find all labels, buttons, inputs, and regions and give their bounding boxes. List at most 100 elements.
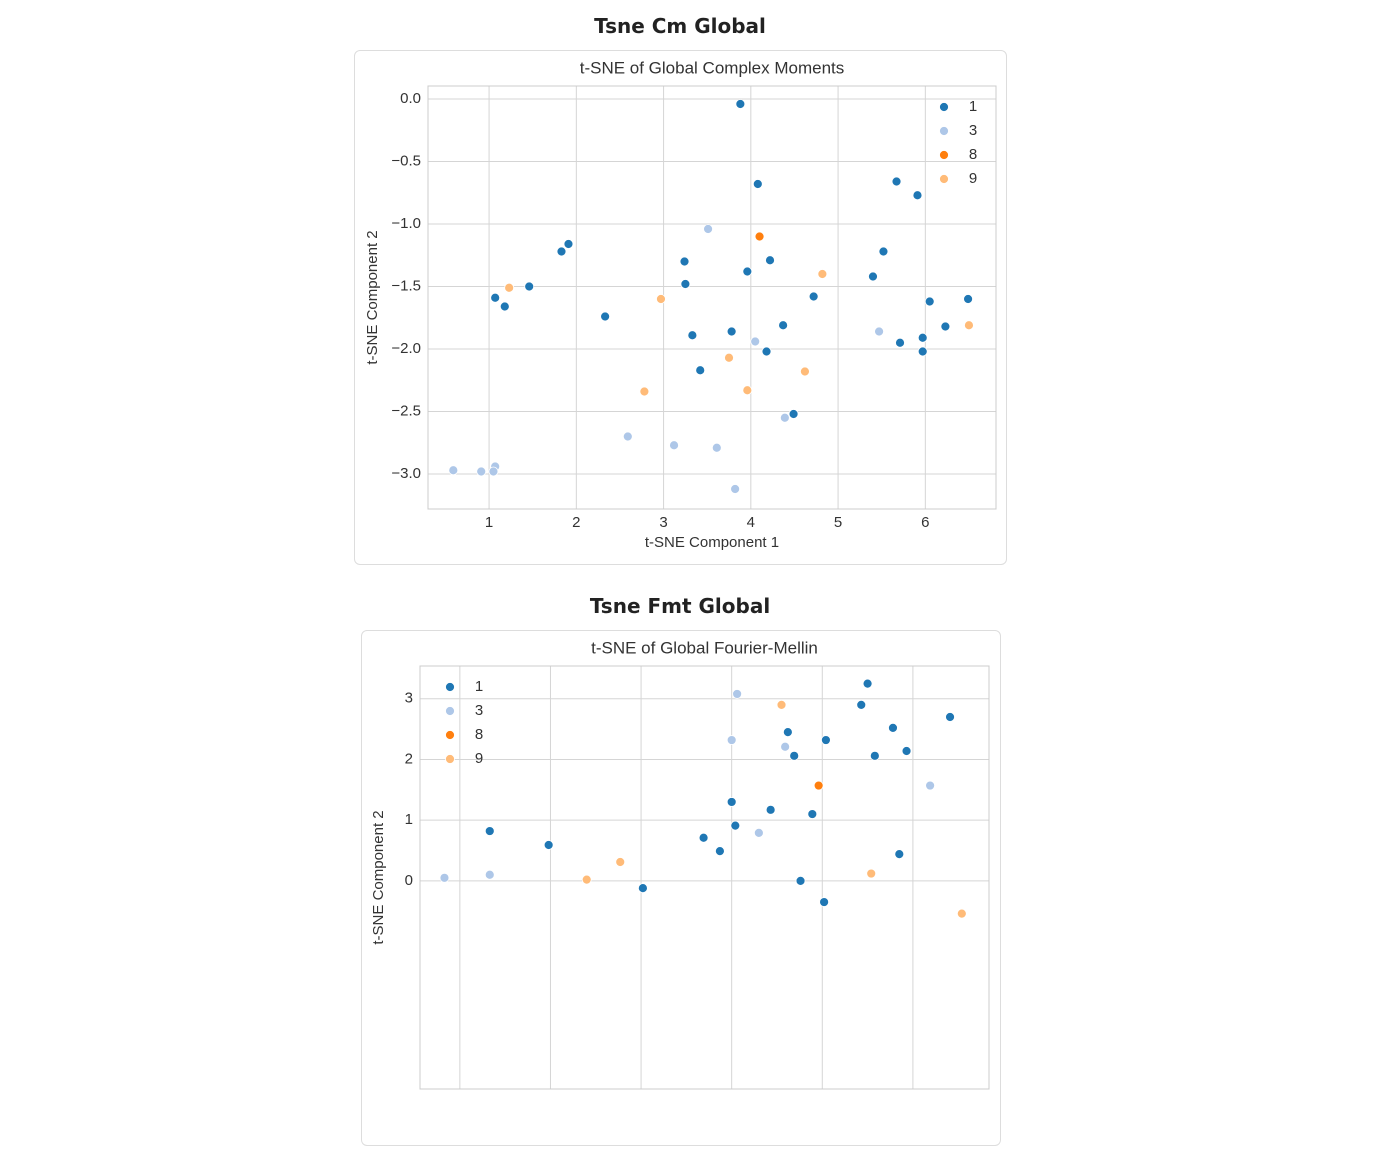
data-point (917, 332, 928, 343)
data-point (439, 872, 450, 883)
data-point (484, 869, 495, 880)
legend-marker (445, 706, 455, 716)
data-point (726, 735, 737, 745)
data-point (789, 750, 800, 761)
data-point (715, 846, 725, 857)
data-point (730, 484, 741, 494)
data-point (895, 337, 905, 348)
x-tick-label: 2 (572, 514, 580, 531)
data-point (813, 780, 824, 791)
legend-label: 9 (969, 170, 977, 187)
y-axis-label: t-SNE Component 2 (370, 810, 387, 944)
data-point (543, 840, 554, 850)
data-point (615, 857, 626, 867)
data-point (448, 465, 459, 476)
data-point (726, 326, 737, 337)
data-point (742, 266, 753, 277)
x-tick-label: 3 (659, 514, 667, 531)
plot-frame (427, 85, 997, 510)
y-tick-label: 1 (405, 811, 413, 828)
y-tick-label: −3.0 (391, 465, 421, 482)
data-point (924, 296, 935, 307)
legend-label: 1 (969, 98, 977, 115)
y-tick-label: 0 (405, 872, 413, 889)
data-point (504, 282, 515, 293)
y-tick-label: −1.5 (391, 277, 421, 294)
data-point (622, 431, 633, 442)
y-tick-label: −2.5 (391, 402, 421, 419)
legend-marker (939, 126, 949, 136)
data-point (754, 231, 765, 242)
data-point (874, 326, 884, 337)
data-point (963, 294, 973, 304)
legend-marker (445, 754, 455, 764)
legend-label: 3 (969, 122, 977, 139)
data-point (776, 699, 787, 710)
data-point (698, 832, 709, 843)
data-point (800, 366, 810, 377)
data-point (476, 466, 487, 477)
data-point (878, 246, 889, 257)
legend-marker (939, 150, 949, 160)
data-point (581, 874, 592, 885)
data-point (782, 727, 793, 738)
data-point (600, 311, 611, 322)
data-point (524, 281, 535, 292)
data-point (499, 301, 510, 312)
data-point (901, 746, 912, 756)
data-point (862, 678, 873, 689)
legend-label: 8 (969, 146, 977, 163)
data-point (964, 320, 974, 331)
section-heading: Tsne Fmt Global (589, 594, 771, 618)
data-point (866, 868, 877, 879)
chart: 1 2 3 4 5 6 0.0 −0.5 −1.0 −1.5 −2.0 −2.5 −3.0 t-SNE o… (364, 58, 997, 551)
chart-card: 0 1 2 3 t-SNE of Global Fourier-Mellin t-SNE … (361, 630, 1001, 1146)
data-point (917, 346, 928, 357)
chart: 0 1 2 3 t-SNE of Global Fourier-Mellin t-SNE … (370, 638, 990, 1090)
data-point (945, 712, 955, 722)
data-point (819, 897, 829, 907)
data-point (484, 826, 495, 836)
legend-label: 3 (475, 702, 483, 719)
chart-card: 1 2 3 4 5 6 0.0 −0.5 −1.0 −1.5 −2.0 −2.5 −3.0 t-SNE o… (354, 50, 1007, 565)
y-tick-label: 2 (405, 750, 413, 767)
data-point (808, 291, 819, 302)
legend-marker (939, 102, 949, 112)
y-axis-label: t-SNE Component 2 (364, 230, 381, 364)
data-point (639, 386, 650, 397)
data-point (637, 883, 648, 894)
y-tick-label: 0.0 (400, 90, 421, 107)
x-tick-label: 5 (834, 514, 842, 531)
data-point (730, 820, 741, 831)
data-point (780, 741, 791, 752)
data-point (695, 365, 706, 376)
data-point (868, 271, 878, 282)
x-tick-label: 1 (485, 514, 493, 531)
chart-title: t-SNE of Global Fourier-Mellin (591, 638, 818, 657)
data-point (894, 849, 905, 860)
data-point (556, 246, 567, 257)
data-point (940, 321, 951, 332)
data-point (765, 804, 776, 815)
data-point (742, 385, 753, 396)
y-tick-label: −1.0 (391, 215, 421, 232)
data-point (821, 735, 831, 745)
legend-marker (939, 174, 949, 184)
data-point (807, 809, 818, 819)
data-point (490, 292, 501, 303)
data-point (750, 336, 761, 347)
plot-frame (419, 665, 990, 1090)
data-point (724, 352, 734, 363)
page: Tsne Cm Global 1 2 3 4 5 6 0.0 −0.5 −1.0 −1.5 −2.0 −… (354, 14, 1007, 1146)
legend-label: 9 (475, 750, 483, 767)
data-point (669, 440, 679, 451)
legend-marker (445, 682, 455, 692)
data-point (891, 176, 902, 187)
data-point (679, 256, 690, 267)
data-point (888, 723, 898, 733)
y-tick-label: −2.0 (391, 340, 421, 357)
y-tick-label: 3 (405, 690, 413, 707)
data-point (779, 412, 790, 423)
section-heading: Tsne Cm Global (594, 14, 766, 38)
data-point (680, 279, 691, 289)
